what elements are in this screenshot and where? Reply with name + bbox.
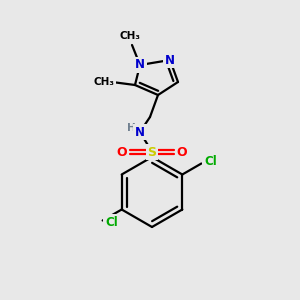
Text: Cl: Cl bbox=[105, 216, 118, 229]
Text: N: N bbox=[135, 58, 145, 71]
Text: O: O bbox=[177, 146, 187, 158]
Text: Cl: Cl bbox=[204, 155, 217, 168]
Text: N: N bbox=[165, 53, 175, 67]
Text: CH₃: CH₃ bbox=[94, 77, 115, 87]
Text: CH₃: CH₃ bbox=[119, 31, 140, 41]
Text: O: O bbox=[117, 146, 127, 158]
Text: N: N bbox=[135, 125, 145, 139]
Text: S: S bbox=[148, 146, 157, 158]
Text: H: H bbox=[127, 123, 135, 133]
